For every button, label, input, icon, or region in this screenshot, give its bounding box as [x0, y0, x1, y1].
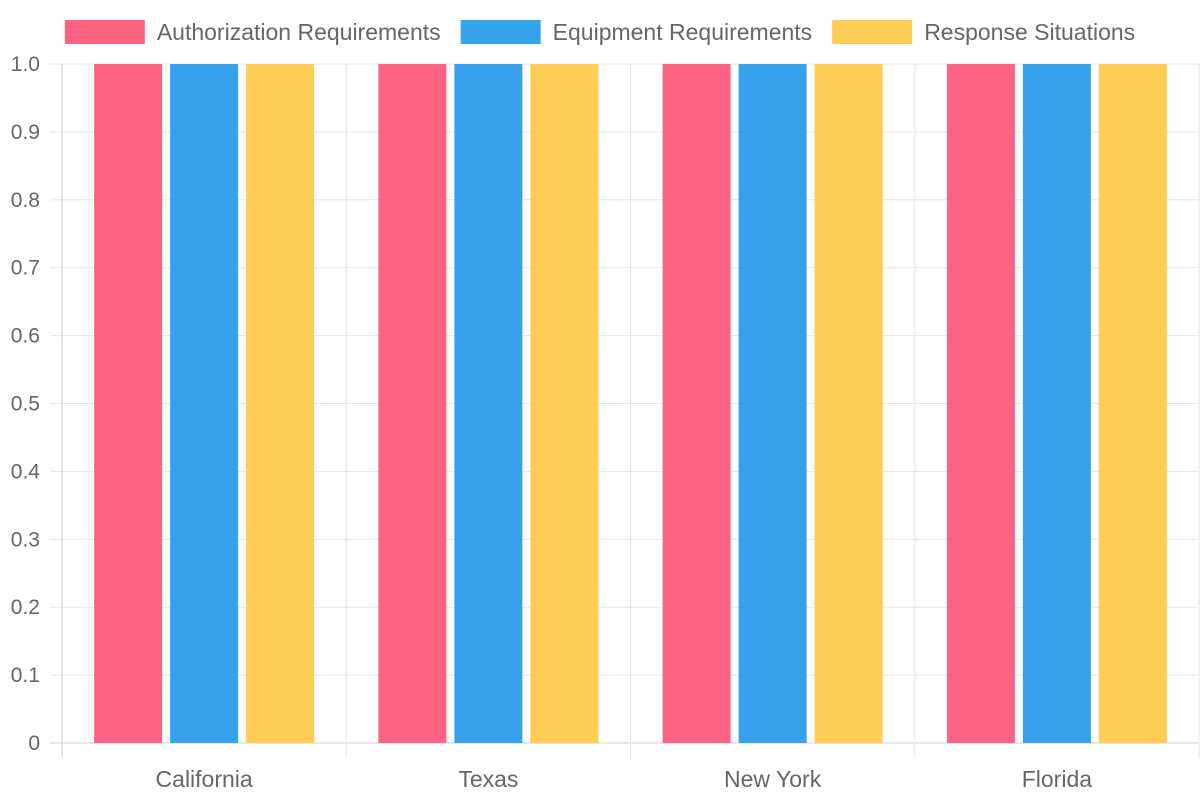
- x-tick-label: California: [156, 766, 253, 792]
- axes-layer: 0 0.1 0.2 0.3 0.4 0.5 0.6 0.7 0.8 0.9 1.0 Californi…: [11, 53, 1092, 792]
- bar: [946, 64, 1015, 743]
- y-tick-label: 0.4: [11, 460, 41, 483]
- bars-layer: [94, 64, 1167, 743]
- bar: [1098, 64, 1167, 743]
- bar: [530, 64, 599, 743]
- y-tick-label: 0.3: [11, 528, 40, 551]
- legend[interactable]: Authorization Requirements Equipment Requ…: [64, 19, 1135, 45]
- legend-swatch: [64, 20, 145, 44]
- y-tick-label: 0.8: [11, 189, 40, 212]
- y-tick-label: 0.2: [11, 596, 40, 619]
- y-tick-label: 0.5: [11, 393, 40, 416]
- bar: [454, 64, 523, 743]
- bar: [246, 64, 315, 743]
- bar: [738, 64, 807, 743]
- legend-label: Authorization Requirements: [157, 19, 441, 45]
- y-tick-label: 1.0: [11, 53, 40, 76]
- bar: [94, 64, 163, 743]
- x-tick-label: New York: [724, 766, 822, 792]
- legend-swatch: [460, 20, 541, 44]
- y-tick-label: 0.1: [11, 664, 40, 687]
- bar: [170, 64, 239, 743]
- x-tick-label: Texas: [458, 766, 518, 792]
- legend-label: Response Situations: [924, 19, 1135, 45]
- bar: [378, 64, 447, 743]
- y-tick-label: 0.9: [11, 121, 40, 144]
- y-tick-label: 0.7: [11, 257, 40, 280]
- y-tick-label: 0: [28, 732, 40, 755]
- x-tick-label: Florida: [1022, 766, 1093, 792]
- bar: [1022, 64, 1091, 743]
- legend-label: Equipment Requirements: [553, 19, 813, 45]
- y-tick-label: 0.6: [11, 325, 40, 348]
- bar: [662, 64, 731, 743]
- legend-swatch: [832, 20, 913, 44]
- bar: [814, 64, 883, 743]
- grid-layer: [50, 63, 1200, 758]
